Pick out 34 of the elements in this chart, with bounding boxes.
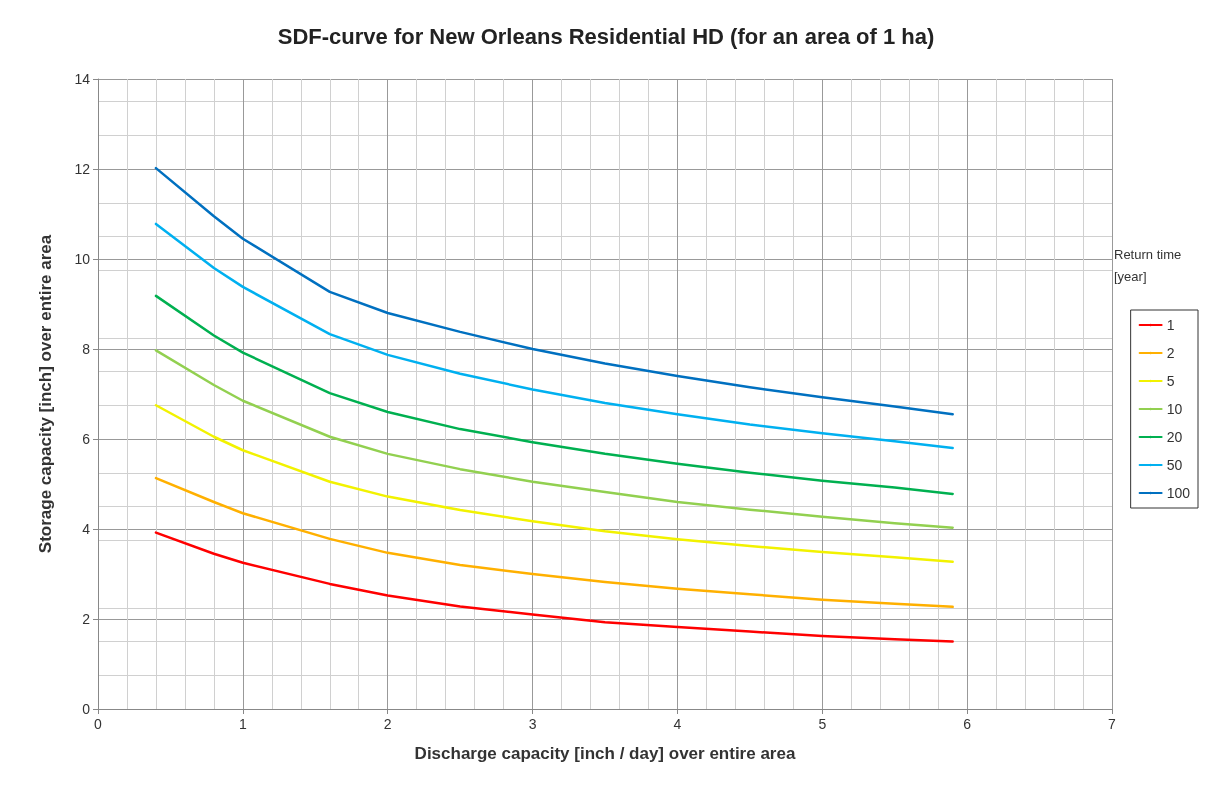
legend-label: 1	[1166, 317, 1175, 333]
x-tick-label: 7	[1108, 716, 1117, 732]
line-series	[154, 222, 954, 450]
line-series	[154, 166, 954, 416]
y-axis-title: Storage capacity [inch] over entire area	[36, 234, 55, 554]
legend-label: 10	[1166, 401, 1183, 417]
x-axis-title: Discharge capacity [inch / day] over entire area	[414, 744, 796, 763]
y-tick-label: 14	[74, 71, 91, 87]
line-series	[154, 349, 954, 529]
legend-label: 2	[1166, 345, 1175, 361]
x-tick-label: 5	[818, 716, 827, 732]
y-tick-label: 6	[82, 431, 91, 447]
line-series	[154, 404, 954, 564]
line-series	[154, 476, 954, 609]
line-series	[154, 531, 954, 643]
x-tick-label: 3	[528, 716, 537, 732]
legend-title: Return time [year]	[1114, 246, 1185, 284]
y-tick-label: 10	[74, 251, 91, 267]
legend-label: 5	[1166, 373, 1175, 389]
legend-label: 20	[1166, 429, 1183, 445]
legend-label: 50	[1166, 457, 1183, 473]
line-series	[154, 294, 954, 496]
y-tick-label: 12	[74, 161, 91, 177]
x-tick-label: 1	[238, 716, 247, 732]
y-tick-label: 4	[82, 521, 91, 537]
y-tick-label: 8	[82, 341, 91, 357]
x-tick-label: 0	[94, 716, 103, 732]
x-tick-label: 2	[383, 716, 392, 732]
legend-label: 100	[1166, 485, 1191, 501]
y-tick-label: 2	[82, 611, 91, 627]
chart-title: SDF-curve for New Orleans Residential HD (for an area of 1 ha)	[277, 23, 935, 49]
x-tick-label: 6	[963, 716, 972, 732]
x-tick-label: 4	[673, 716, 682, 732]
y-tick-label: 0	[82, 701, 91, 717]
